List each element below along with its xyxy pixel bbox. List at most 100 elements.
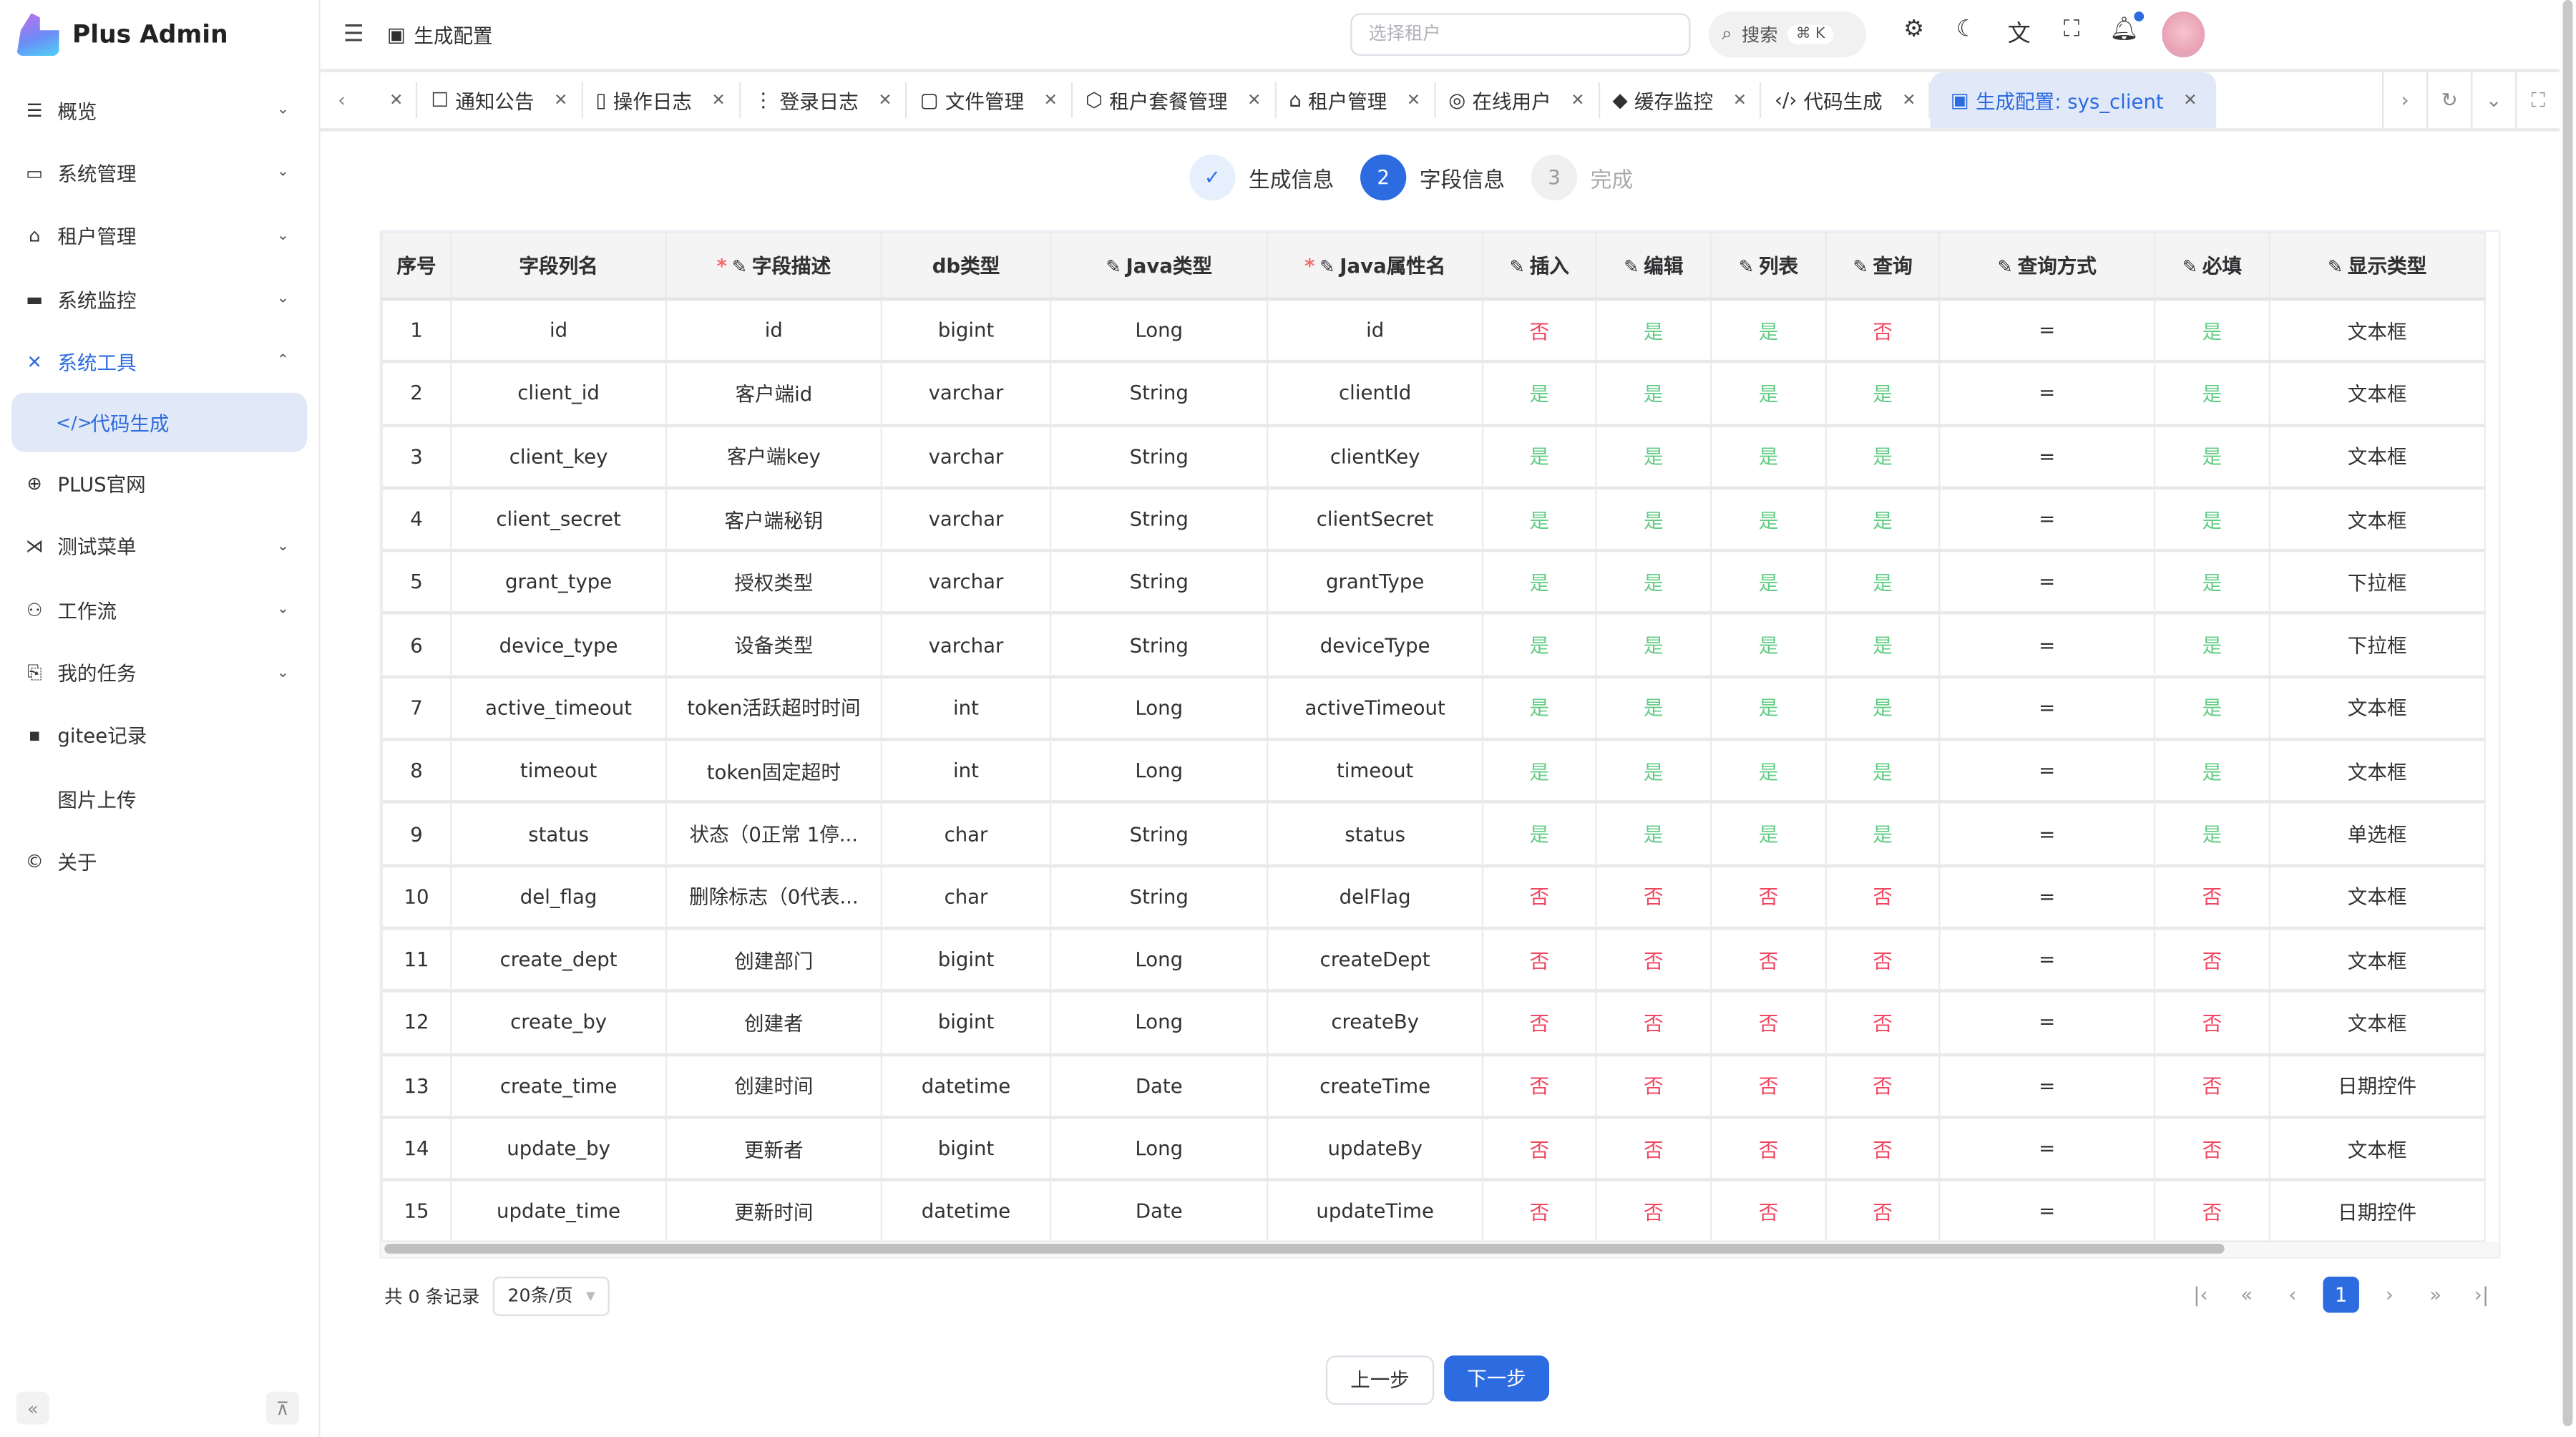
table-cell[interactable]: 否 (1825, 298, 1941, 364)
table-cell[interactable]: delFlag (1267, 864, 1484, 930)
table-cell[interactable]: createBy (1267, 990, 1484, 1056)
table-cell[interactable]: 是 (2153, 361, 2270, 427)
table-cell[interactable]: 是 (1825, 613, 1941, 678)
search-button[interactable]: ⌕ 搜索 ⌘ K (1708, 11, 1867, 58)
table-cell[interactable]: = (1938, 676, 2156, 741)
tabs-scroll-left-icon[interactable]: ‹ (338, 88, 346, 112)
maximize-icon[interactable]: ⛶ (2515, 72, 2560, 129)
sidebar-item[interactable]: © 关于 (0, 830, 318, 893)
table-cell[interactable]: = (1938, 487, 2156, 552)
table-cell[interactable]: 否 (1710, 864, 1828, 930)
table-cell[interactable]: 授权类型 (665, 550, 882, 615)
table-cell[interactable]: 是 (1825, 676, 1941, 741)
table-cell[interactable]: 下拉框 (2268, 550, 2486, 615)
table-cell[interactable]: = (1938, 613, 2156, 678)
close-icon[interactable]: ✕ (389, 91, 404, 109)
sidebar-item[interactable]: ▭ 系统管理 ⌄ (0, 142, 318, 205)
table-cell[interactable]: 否 (1825, 1053, 1941, 1119)
table-cell[interactable]: 是 (2153, 676, 2270, 741)
table-cell[interactable]: 日期控件 (2268, 1179, 2486, 1245)
table-cell[interactable]: Long (1050, 676, 1269, 741)
table-cell[interactable]: String (1050, 550, 1269, 615)
table-cell[interactable]: = (1938, 550, 2156, 615)
table-cell[interactable]: 文本框 (2268, 927, 2486, 993)
table-cell[interactable]: 是 (1710, 298, 1828, 364)
table-cell[interactable]: 文本框 (2268, 487, 2486, 552)
table-cell[interactable]: 是 (1481, 487, 1597, 552)
table-cell[interactable]: 是 (1481, 676, 1597, 741)
table-cell[interactable]: = (1938, 1179, 2156, 1245)
table-cell[interactable]: 是 (1710, 361, 1828, 427)
table-cell[interactable]: clientKey (1267, 424, 1484, 489)
tab-hidden[interactable]: ✕ (363, 82, 419, 119)
table-cell[interactable]: deviceType (1267, 613, 1484, 678)
table-cell[interactable]: clientSecret (1267, 487, 1484, 552)
table-cell[interactable]: = (1938, 739, 2156, 804)
table-cell[interactable]: 否 (1825, 927, 1941, 993)
close-icon[interactable]: ✕ (2183, 91, 2197, 109)
table-cell[interactable]: 文本框 (2268, 739, 2486, 804)
tab[interactable]: ◎ 在线用户 ✕ (1435, 82, 1600, 119)
table-cell[interactable]: 是 (2153, 298, 2270, 364)
table-cell[interactable]: 否 (1481, 1116, 1597, 1182)
table-cell[interactable]: 是 (1595, 739, 1712, 804)
table-cell[interactable]: String (1050, 613, 1269, 678)
table-cell[interactable]: String (1050, 424, 1269, 489)
table-cell[interactable]: 否 (1710, 927, 1828, 993)
horizontal-scrollbar[interactable] (381, 1242, 2499, 1257)
table-cell[interactable]: 更新者 (665, 1116, 882, 1182)
table-cell[interactable]: Date (1050, 1053, 1269, 1119)
table-cell[interactable]: String (1050, 361, 1269, 427)
close-icon[interactable]: ✕ (1247, 91, 1262, 109)
table-cell[interactable]: clientId (1267, 361, 1484, 427)
table-cell[interactable]: 否 (2153, 864, 2270, 930)
table-cell[interactable]: 是 (1595, 613, 1712, 678)
table-cell[interactable]: 是 (1481, 424, 1597, 489)
table-cell[interactable]: 是 (1825, 361, 1941, 427)
table-cell[interactable]: 是 (1481, 361, 1597, 427)
table-cell[interactable]: 文本框 (2268, 298, 2486, 364)
table-cell[interactable]: 是 (1710, 424, 1828, 489)
table-cell[interactable]: 客户端key (665, 424, 882, 489)
close-icon[interactable]: ✕ (1732, 91, 1747, 109)
table-cell[interactable]: 否 (1595, 1179, 1712, 1245)
table-cell[interactable]: 否 (2153, 1179, 2270, 1245)
table-cell[interactable]: 否 (1595, 1116, 1712, 1182)
table-cell[interactable]: Date (1050, 1179, 1269, 1245)
menu-toggle-icon[interactable]: ☰ (343, 21, 364, 48)
table-cell[interactable]: id (1267, 298, 1484, 364)
table-cell[interactable]: 文本框 (2268, 361, 2486, 427)
table-cell[interactable]: 否 (1710, 1116, 1828, 1182)
table-cell[interactable]: 是 (1825, 739, 1941, 804)
logo[interactable]: Plus Admin (0, 0, 318, 69)
table-cell[interactable]: 否 (1481, 1053, 1597, 1119)
table-cell[interactable]: 是 (1825, 802, 1941, 867)
table-cell[interactable]: = (1938, 298, 2156, 364)
table-cell[interactable]: 状态（0正常 1停... (665, 802, 882, 867)
table-cell[interactable]: Long (1050, 1116, 1269, 1182)
table-cell[interactable]: 文本框 (2268, 424, 2486, 489)
sidebar-item[interactable]: </> 代码生成 (11, 393, 308, 453)
tabs-scroll-right-icon[interactable]: › (2382, 72, 2426, 129)
table-cell[interactable]: Long (1050, 298, 1269, 364)
table-cell[interactable]: = (1938, 927, 2156, 993)
table-cell[interactable]: 否 (1481, 864, 1597, 930)
last-page-icon[interactable]: ›| (2474, 1283, 2489, 1307)
table-cell[interactable]: 否 (2153, 1053, 2270, 1119)
close-icon[interactable]: ✕ (554, 91, 568, 109)
table-cell[interactable]: String (1050, 864, 1269, 930)
table-cell[interactable]: 否 (1825, 1116, 1941, 1182)
table-cell[interactable]: 是 (1710, 613, 1828, 678)
translate-icon[interactable]: 文 (2007, 21, 2031, 48)
table-cell[interactable]: 是 (2153, 550, 2270, 615)
table-cell[interactable]: 否 (1710, 1179, 1828, 1245)
table-cell[interactable]: 是 (1481, 613, 1597, 678)
notification-bell-icon[interactable]: 🔔︎ (2108, 11, 2145, 49)
table-cell[interactable]: Long (1050, 739, 1269, 804)
tab[interactable]: ⬡ 租户套餐管理 ✕ (1073, 82, 1277, 119)
tenant-select[interactable]: 选择租户 (1350, 13, 1691, 57)
first-page-icon[interactable]: |‹ (2193, 1283, 2208, 1307)
table-cell[interactable]: 是 (2153, 424, 2270, 489)
table-cell[interactable]: 否 (1595, 864, 1712, 930)
dark-mode-icon[interactable]: ☾ (1956, 16, 1977, 43)
